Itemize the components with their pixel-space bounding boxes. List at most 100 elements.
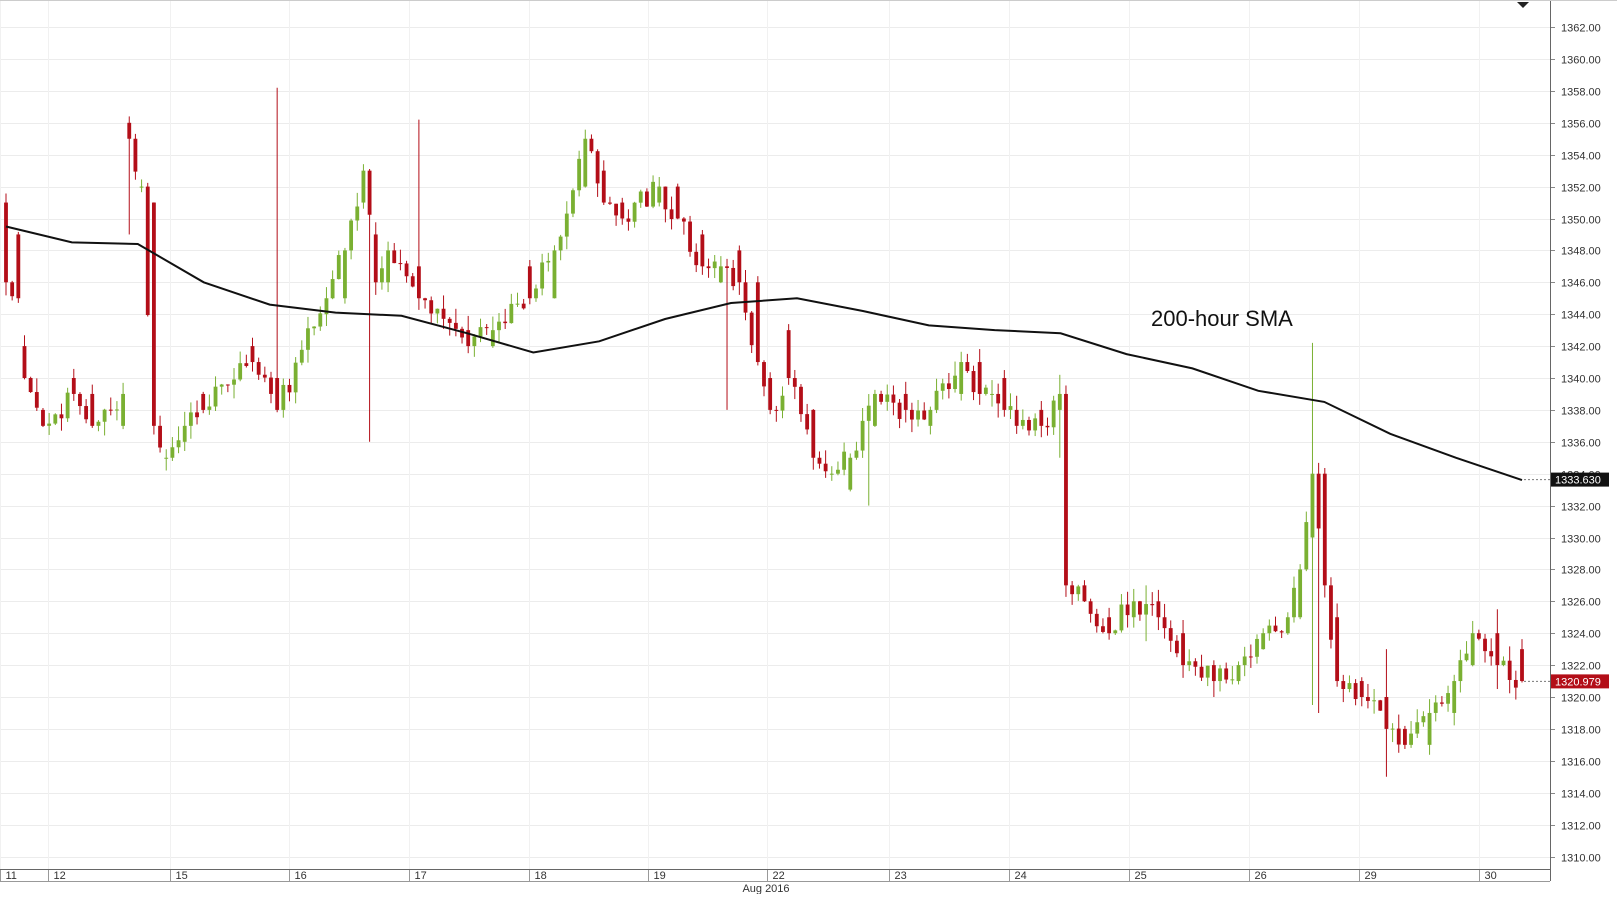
candle-body — [873, 393, 877, 426]
candle-body — [1002, 378, 1007, 410]
y-tick-label: 1346.00 — [1561, 278, 1601, 290]
candle-body — [780, 395, 785, 411]
candle-body — [700, 234, 705, 267]
candle-body — [1101, 626, 1105, 632]
x-tick-label: 11 — [6, 870, 17, 882]
candle-body — [256, 362, 261, 375]
candle-body — [860, 420, 865, 451]
candle-body — [706, 266, 711, 269]
candle-body — [195, 412, 199, 418]
candle-body — [768, 378, 773, 410]
candle-body — [1076, 586, 1081, 595]
candle-body — [47, 423, 52, 426]
candle-body — [213, 386, 218, 407]
candle-body — [478, 327, 483, 337]
candle-body — [1298, 569, 1303, 618]
candle-body — [996, 393, 1001, 404]
candle-body — [842, 451, 847, 470]
price-labels: 1333.630 1320.979 — [1524, 472, 1609, 689]
candle-body — [823, 463, 828, 472]
y-tick-label: 1338.00 — [1561, 406, 1601, 418]
x-tick-label: 24 — [1015, 870, 1027, 882]
candle-body — [946, 383, 951, 390]
candle-body — [188, 412, 193, 426]
candle-body — [133, 138, 138, 172]
candle-body — [638, 191, 643, 203]
x-tick-label: 17 — [415, 870, 427, 882]
candle-body — [1138, 601, 1142, 615]
candle-body — [534, 288, 538, 299]
candle-body — [429, 300, 434, 314]
candle-body — [811, 409, 816, 458]
candle-body — [275, 378, 280, 410]
candle-body — [1403, 728, 1407, 745]
candle-body — [663, 186, 668, 210]
candle-body — [786, 330, 791, 378]
candle-body — [1513, 679, 1518, 688]
candle-body — [953, 375, 957, 390]
candlestick-series — [4, 87, 1524, 777]
candle-body — [521, 303, 526, 309]
y-tick-label: 1312.00 — [1561, 821, 1601, 833]
candle-body — [1218, 668, 1222, 682]
candle-body — [1008, 406, 1013, 410]
candle-body — [1144, 604, 1148, 615]
candle-body — [416, 266, 421, 299]
candle-body — [1329, 585, 1333, 640]
candle-body — [1125, 604, 1130, 616]
candle-body — [28, 378, 33, 393]
candle-body — [78, 393, 82, 407]
candle-body — [441, 308, 446, 319]
candle-body — [1014, 409, 1019, 426]
candle-body — [1119, 604, 1124, 631]
candle-body — [404, 263, 409, 277]
last-price-tag-text: 1320.979 — [1555, 676, 1601, 688]
y-tick-label: 1356.00 — [1561, 119, 1601, 131]
candle-body — [694, 251, 699, 266]
candle-body — [959, 362, 964, 394]
candle-body — [1520, 649, 1524, 682]
candle-body — [1193, 661, 1198, 667]
candle-body — [1156, 601, 1161, 618]
candle-body — [1470, 633, 1475, 666]
candle-body — [1415, 722, 1420, 734]
candle-body — [312, 326, 317, 329]
candle-body — [1409, 733, 1413, 745]
candle-body — [1292, 587, 1296, 618]
candle-body — [608, 202, 612, 204]
candle-body — [1489, 651, 1494, 657]
candle-body — [299, 349, 304, 363]
candle-body — [121, 393, 125, 426]
candle-body — [577, 158, 582, 191]
candle-body — [1107, 617, 1112, 634]
candle-body — [1458, 660, 1463, 682]
candle-body — [595, 151, 600, 184]
candle-body — [1168, 628, 1173, 641]
candle-body — [343, 250, 347, 299]
y-tick-label: 1330.00 — [1561, 534, 1601, 546]
x-tick-label: 15 — [176, 870, 188, 882]
candle-body — [817, 457, 822, 464]
candle-body — [108, 409, 113, 411]
candle-body — [657, 186, 662, 203]
candle-body — [1316, 473, 1321, 529]
grid-lines — [0, 0, 1550, 869]
candle-body — [540, 262, 545, 289]
x-tick-label: 18 — [535, 870, 547, 882]
y-tick-label: 1322.00 — [1561, 661, 1601, 673]
candle-body — [115, 409, 119, 411]
candle-body — [718, 266, 723, 283]
candle-body — [373, 234, 378, 283]
candle-body — [225, 384, 230, 386]
candle-body — [928, 409, 933, 426]
candle-body — [552, 250, 557, 299]
candle-body — [484, 327, 489, 329]
scroll-arrow-icon[interactable] — [1517, 2, 1529, 8]
x-tick-label: 23 — [895, 870, 907, 882]
candle-body — [423, 298, 427, 301]
candle-body — [1082, 585, 1087, 602]
candle-body — [244, 363, 249, 366]
candle-body — [762, 362, 766, 387]
candle-body — [983, 387, 988, 394]
